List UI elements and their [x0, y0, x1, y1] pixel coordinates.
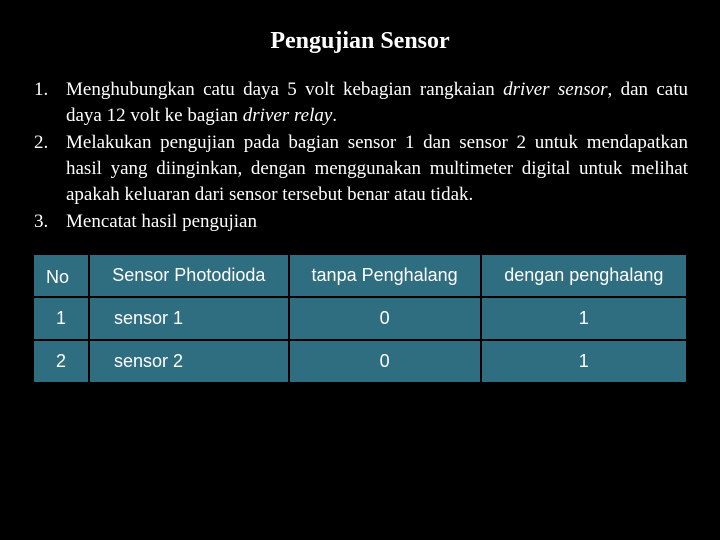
- steps-list: 1. Menghubungkan catu daya 5 volt kebagi…: [32, 77, 688, 235]
- cell-dengan: 1: [481, 297, 687, 340]
- cell-no: 2: [33, 340, 89, 383]
- step-text: Menghubungkan catu daya 5 volt kebagian …: [66, 79, 503, 100]
- col-header-sensor: Sensor Photodioda: [89, 254, 289, 297]
- step-number: 1.: [32, 77, 66, 128]
- cell-sensor: sensor 1: [89, 297, 289, 340]
- step-number: 2.: [32, 130, 66, 207]
- cell-tanpa: 0: [289, 340, 481, 383]
- cell-no: 1: [33, 297, 89, 340]
- cell-tanpa: 0: [289, 297, 481, 340]
- step-body: Menghubungkan catu daya 5 volt kebagian …: [66, 77, 688, 128]
- table-header-row: No Sensor Photodioda tanpa Penghalang de…: [33, 254, 687, 297]
- cell-dengan: 1: [481, 340, 687, 383]
- step-item-1: 1. Menghubungkan catu daya 5 volt kebagi…: [32, 77, 688, 128]
- col-header-tanpa: tanpa Penghalang: [289, 254, 481, 297]
- step-body: Melakukan pengujian pada bagian sensor 1…: [66, 130, 688, 207]
- table-row: 1 sensor 1 0 1: [33, 297, 687, 340]
- slide-title: Pengujian Sensor: [32, 28, 688, 55]
- step-number: 3.: [32, 209, 66, 235]
- step-italic: driver sensor: [503, 79, 607, 100]
- col-header-dengan: dengan penghalang: [481, 254, 687, 297]
- results-table: No Sensor Photodioda tanpa Penghalang de…: [32, 253, 688, 384]
- slide-container: Pengujian Sensor 1. Menghubungkan catu d…: [0, 0, 720, 540]
- step-item-2: 2. Melakukan pengujian pada bagian senso…: [32, 130, 688, 207]
- cell-sensor: sensor 2: [89, 340, 289, 383]
- col-header-no: No: [33, 254, 89, 297]
- step-italic: driver relay: [243, 105, 333, 126]
- step-item-3: 3. Mencatat hasil pengujian: [32, 209, 688, 235]
- table-row: 2 sensor 2 0 1: [33, 340, 687, 383]
- step-body: Mencatat hasil pengujian: [66, 209, 688, 235]
- step-text: .: [332, 105, 337, 126]
